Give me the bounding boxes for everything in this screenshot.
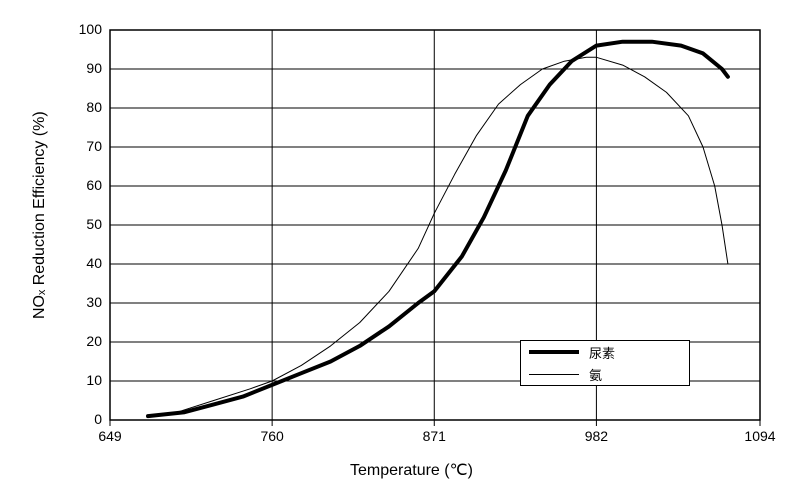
legend-row-1: 氨 xyxy=(521,363,689,385)
y-tick-label: 0 xyxy=(62,411,102,427)
legend-swatch-1 xyxy=(529,374,579,375)
chart-container: NOₓ Reduction Efficiency (%) Temperature… xyxy=(0,0,801,503)
y-tick-label: 90 xyxy=(62,60,102,76)
x-tick-label: 760 xyxy=(252,428,292,444)
y-tick-label: 100 xyxy=(62,21,102,37)
y-tick-label: 10 xyxy=(62,372,102,388)
legend-row-0: 尿素 xyxy=(521,341,689,363)
y-axis-label: NOₓ Reduction Efficiency (%) xyxy=(31,119,49,319)
legend: 尿素 氨 xyxy=(520,340,690,386)
y-tick-label: 40 xyxy=(62,255,102,271)
legend-label-0: 尿素 xyxy=(589,343,615,362)
legend-label-1: 氨 xyxy=(589,365,602,384)
legend-swatch-0 xyxy=(529,350,579,354)
x-tick-label: 1094 xyxy=(740,428,780,444)
x-tick-label: 871 xyxy=(414,428,454,444)
x-tick-label: 649 xyxy=(90,428,130,444)
y-tick-label: 80 xyxy=(62,99,102,115)
y-tick-label: 70 xyxy=(62,138,102,154)
y-tick-label: 30 xyxy=(62,294,102,310)
x-tick-label: 982 xyxy=(576,428,616,444)
y-tick-label: 50 xyxy=(62,216,102,232)
y-tick-label: 20 xyxy=(62,333,102,349)
y-tick-label: 60 xyxy=(62,177,102,193)
x-axis-label: Temperature (℃) xyxy=(350,460,473,480)
